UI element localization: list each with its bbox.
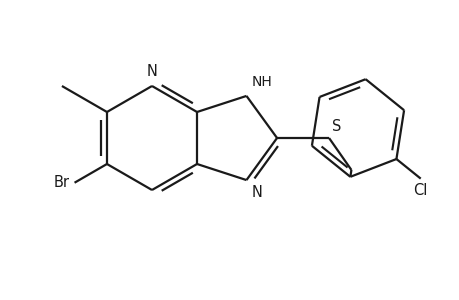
Text: Cl: Cl	[413, 183, 427, 198]
Text: Br: Br	[53, 175, 69, 190]
Text: S: S	[331, 119, 341, 134]
Text: N: N	[251, 185, 262, 200]
Text: NH: NH	[251, 75, 272, 89]
Text: N: N	[146, 64, 157, 79]
